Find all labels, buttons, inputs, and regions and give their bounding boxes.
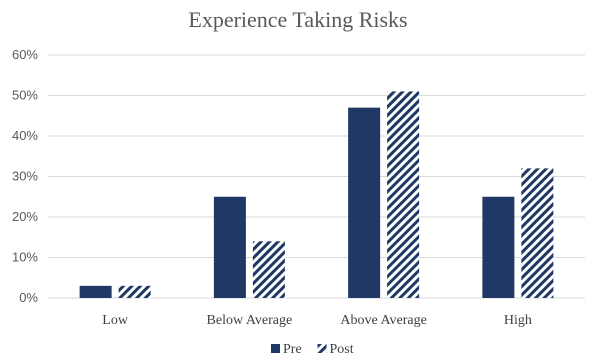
y-tick-label: 50% (12, 88, 38, 103)
bar-post-above-average (387, 91, 420, 298)
gridlines (48, 54, 585, 299)
bar-post-below-average (252, 241, 285, 298)
x-category-label: Above Average (340, 313, 426, 328)
legend-label-pre: Pre (283, 342, 302, 357)
legend: Pre Post (271, 342, 354, 357)
y-tick-label: 10% (12, 250, 38, 265)
legend-swatch-post (317, 344, 327, 353)
bar-pre-low (79, 285, 112, 298)
x-category-label: Below Average (207, 313, 293, 328)
legend-swatch-pre (271, 344, 280, 353)
legend-label-post: Post (330, 342, 354, 357)
y-tick-label: 40% (12, 128, 38, 143)
x-category-label: Low (102, 313, 129, 328)
y-tick-label: 30% (12, 169, 38, 184)
chart-title: Experience Taking Risks (188, 7, 407, 32)
bar-pre-high (482, 196, 515, 298)
bar-pre-above-average (348, 107, 381, 299)
bars (79, 91, 554, 299)
x-axis-categories: Low Below Average Above Average High (102, 313, 532, 328)
bar-pre-below-average (213, 196, 246, 298)
y-tick-label: 20% (12, 209, 38, 224)
y-tick-label: 60% (12, 47, 38, 62)
bar-post-low (118, 285, 151, 298)
y-axis-ticks: 0% 10% 20% 30% 40% 50% 60% (12, 47, 38, 305)
y-tick-label: 0% (19, 290, 38, 305)
bar-post-high (521, 168, 554, 298)
x-category-label: High (504, 313, 532, 328)
